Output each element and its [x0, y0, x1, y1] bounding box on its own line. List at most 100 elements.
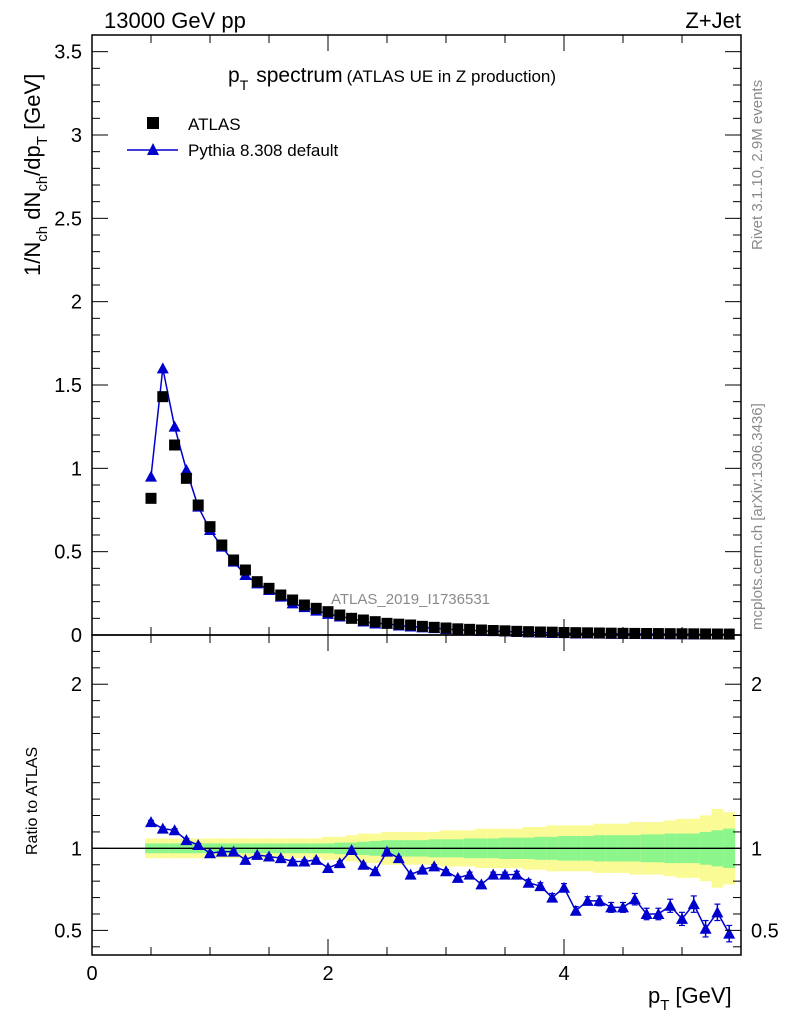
atlas-point	[664, 628, 676, 640]
ratio-point	[499, 868, 511, 880]
ratio-point	[451, 871, 464, 883]
main-y-tick-label: 1.5	[54, 375, 82, 397]
ratio-point	[357, 858, 370, 870]
atlas-point	[487, 625, 499, 636]
ratio-point	[463, 868, 476, 880]
ratio-point	[652, 907, 665, 919]
legend-label-pythia: Pythia 8.308 default	[188, 141, 339, 160]
ratio-point	[322, 862, 334, 874]
atlas-point	[475, 624, 487, 636]
ratio-point	[286, 855, 299, 867]
ratio-point	[617, 901, 629, 913]
ratio-point	[416, 863, 429, 875]
ratio-point	[310, 853, 323, 865]
ratio-point	[487, 868, 500, 880]
rivet-label: Rivet 3.1.10, 2.9M events	[749, 80, 766, 250]
main-y-tick-label: 1	[71, 458, 82, 480]
atlas-point	[405, 619, 417, 631]
main-y-label: 1/Nch dNch/dpT [GeV]	[20, 74, 51, 276]
ratio-point	[569, 904, 582, 916]
x-label-p: p	[648, 983, 660, 1008]
ratio-point	[168, 824, 181, 836]
ratio-point	[699, 922, 712, 934]
x-tick-label: 0	[86, 963, 97, 985]
atlas-point	[381, 617, 393, 629]
ratio-point	[263, 850, 275, 862]
atlas-point	[499, 625, 511, 637]
title-word: spectrum	[256, 64, 342, 87]
atlas-point	[534, 626, 546, 638]
ratio-point	[251, 848, 264, 860]
atlas-point	[251, 576, 263, 588]
atlas-point	[652, 628, 664, 640]
ratio-point	[581, 894, 594, 906]
atlas-point	[711, 628, 723, 640]
ratio-y-tick-label-right: 1	[751, 838, 762, 860]
atlas-point	[228, 554, 240, 566]
ratio-point	[605, 901, 618, 913]
ratio-y-tick-label: 2	[71, 674, 82, 696]
atlas-point	[629, 627, 641, 639]
main-y-tick-label: 2	[71, 292, 82, 314]
ratio-point	[239, 853, 252, 865]
ratio-axis-ticks	[91, 634, 742, 955]
ratio-point	[593, 894, 606, 906]
ratio-point	[145, 816, 157, 828]
atlas-point	[558, 627, 570, 638]
ratio-data	[145, 816, 736, 943]
pythia-point	[145, 470, 157, 482]
atlas-point	[204, 521, 216, 533]
x-label-unit: [GeV]	[675, 983, 731, 1008]
main-panel: 0 0.5 1 1.5 2 2.5 3 3.5 pT spectrum (ATLAS UE in …	[20, 34, 742, 647]
x-tick-label: 2	[322, 963, 333, 985]
atlas-point	[310, 602, 322, 614]
atlas-point	[298, 599, 310, 611]
atlas-point	[334, 609, 346, 621]
ratio-point	[475, 878, 488, 890]
atlas-point	[192, 499, 204, 511]
atlas-point	[169, 439, 181, 451]
title-note: (ATLAS UE in Z production)	[347, 67, 556, 86]
atlas-point	[145, 492, 157, 504]
ratio-point	[676, 912, 688, 924]
ratio-point	[333, 857, 346, 869]
main-y-tick-label: 0	[71, 625, 82, 647]
atlas-point	[180, 472, 192, 484]
ratio-point	[345, 843, 358, 855]
atlas-point	[523, 626, 535, 638]
x-axis-label: pT [GeV]	[648, 983, 732, 1014]
ratio-panel: 0.5 0.5 1 1 2 2 0 2 4 Ratio to ATLAS pT [GeV]	[24, 634, 779, 1014]
ratio-point	[510, 868, 523, 880]
ratio-tick-labels: 0.5 0.5 1 1 2 2 0 2 4	[54, 674, 779, 985]
ratio-y-tick-label: 1	[71, 838, 82, 860]
atlas-point	[464, 623, 476, 635]
ratio-point	[440, 865, 452, 877]
ratio-point	[640, 907, 653, 919]
atlas-point	[617, 627, 629, 639]
title-t: T	[240, 77, 249, 93]
atlas-point	[452, 623, 464, 635]
legend-marker-atlas	[147, 117, 159, 129]
ratio-point	[428, 860, 441, 872]
ratio-point	[381, 845, 393, 857]
atlas-point	[570, 627, 582, 639]
ratio-point	[180, 834, 193, 846]
main-y-tick-label: 3	[71, 125, 82, 147]
atlas-point	[723, 628, 735, 640]
pythia-point	[180, 464, 193, 475]
ratio-frame	[91, 634, 742, 956]
atlas-point	[287, 594, 299, 606]
ratio-point	[298, 855, 311, 867]
ratio-point	[404, 868, 417, 880]
ratio-point	[369, 865, 382, 877]
ratio-point	[156, 822, 169, 834]
atlas-point	[416, 620, 428, 632]
atlas-point	[700, 628, 712, 640]
atlas-point	[428, 621, 440, 633]
pythia-point	[156, 362, 169, 374]
atlas-point	[393, 618, 405, 630]
ratio-y-tick-label-right: 0.5	[751, 920, 779, 942]
ratio-point	[723, 927, 736, 939]
ratio-y-label: Ratio to ATLAS	[24, 747, 41, 855]
